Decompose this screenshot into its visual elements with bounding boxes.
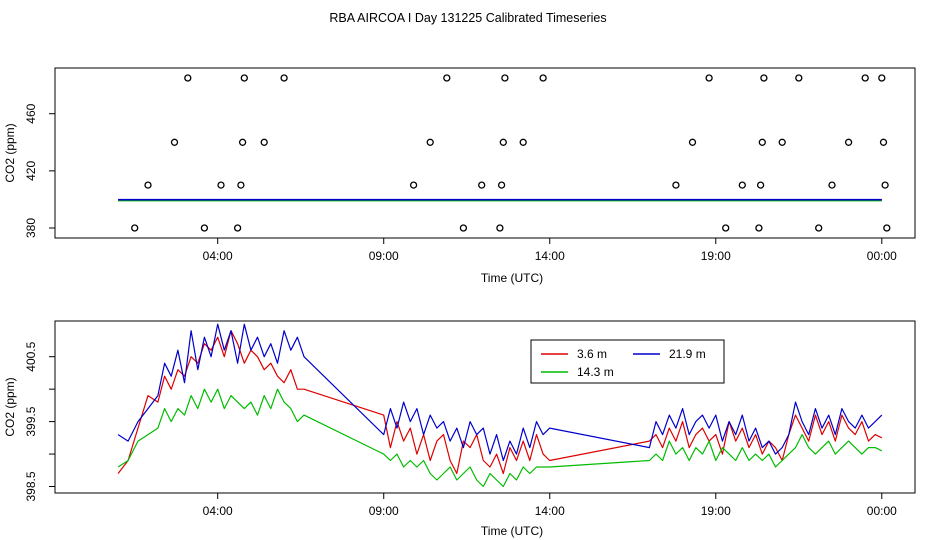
x-axis-label: Time (UTC) <box>481 271 543 285</box>
data-point <box>131 224 139 232</box>
legend-label: 21.9 m <box>669 347 706 361</box>
data-point <box>496 224 504 232</box>
x-tick-label: 04:00 <box>203 249 233 263</box>
data-point <box>170 138 179 146</box>
data-point <box>795 74 803 82</box>
series-line-3-6-m <box>117 330 883 475</box>
data-point <box>878 74 886 82</box>
legend: 3.6 m 21.9 m 14.3 m <box>530 339 725 384</box>
y-tick-label: 400.5 <box>24 341 38 371</box>
y-axis-label: CO2 (ppm) <box>3 123 17 182</box>
data-point <box>672 181 680 189</box>
y-axis-label: CO2 (ppm) <box>3 377 17 436</box>
data-point <box>184 74 192 82</box>
plot-frame <box>54 67 916 239</box>
data-point <box>501 74 509 82</box>
legend-label: 14.3 m <box>577 365 614 379</box>
x-tick-label: 19:00 <box>701 249 731 263</box>
y-tick-label: 420 <box>24 161 38 181</box>
data-point <box>409 181 418 189</box>
data-point <box>738 181 746 189</box>
x-tick-label: 09:00 <box>369 249 399 263</box>
data-point <box>200 224 209 232</box>
data-point <box>280 74 288 82</box>
data-point <box>519 138 527 146</box>
data-point <box>705 74 713 82</box>
data-point <box>238 138 247 146</box>
data-point <box>778 138 786 146</box>
data-point <box>144 181 152 189</box>
data-point <box>217 181 225 189</box>
data-point <box>240 74 248 82</box>
x-tick-label: 00:00 <box>867 504 897 518</box>
x-tick-label: 14:00 <box>535 249 565 263</box>
data-point <box>443 74 451 82</box>
plot-frame <box>54 320 916 494</box>
x-axis-label: Time (UTC) <box>481 524 543 538</box>
x-tick-label: 04:00 <box>203 504 233 518</box>
data-point <box>426 138 434 146</box>
legend-label: 3.6 m <box>577 347 607 361</box>
x-tick-label: 19:00 <box>701 504 731 518</box>
data-point <box>260 138 268 146</box>
y-tick-label: 380 <box>24 218 38 238</box>
data-point <box>499 138 507 146</box>
data-point <box>758 138 766 146</box>
y-tick-label: 398.5 <box>24 471 38 501</box>
data-point <box>760 74 768 82</box>
data-point <box>459 224 468 232</box>
y-tick-label: 399.5 <box>24 406 38 436</box>
x-tick-label: 00:00 <box>867 249 897 263</box>
data-point <box>844 138 853 146</box>
data-point <box>755 224 763 232</box>
series-line-14-3-m <box>117 388 883 488</box>
data-point <box>722 224 730 232</box>
data-point <box>688 138 697 146</box>
legend-box <box>530 339 725 384</box>
chart-panel-1: 04:00 09:00 14:00 19:00 00:00 380 420 460 Time (… <box>3 67 916 285</box>
data-point <box>497 181 506 189</box>
data-point <box>233 224 242 232</box>
data-point <box>815 224 823 232</box>
x-tick-label: 09:00 <box>369 504 399 518</box>
data-point <box>861 74 869 82</box>
chart-panel-2: 04:00 09:00 14:00 19:00 00:00 398.5 399.5 400.5… <box>3 320 916 538</box>
data-point <box>879 138 888 146</box>
series-line-21-9-m <box>117 323 883 462</box>
data-point <box>883 224 891 232</box>
data-point <box>881 181 889 189</box>
data-point <box>539 74 547 82</box>
figure-title: RBA AIRCOA I Day 131225 Calibrated Times… <box>329 11 606 25</box>
data-point <box>478 181 486 189</box>
data-point <box>756 181 765 189</box>
x-tick-label: 14:00 <box>535 504 565 518</box>
data-point <box>828 181 836 189</box>
data-point <box>237 181 245 189</box>
y-tick-label: 460 <box>24 103 38 123</box>
